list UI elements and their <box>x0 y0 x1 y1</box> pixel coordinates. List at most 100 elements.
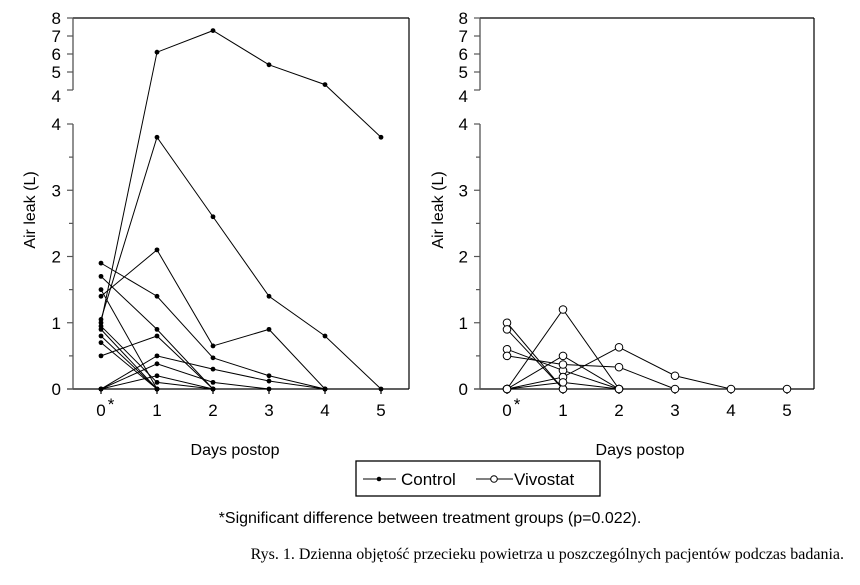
data-point-patient-4 <box>614 362 624 372</box>
y-tick-label-lower: 2 <box>459 248 468 267</box>
series-line-patient-12 <box>100 335 158 390</box>
data-point-patient-10 <box>98 287 104 293</box>
significance-asterisk: * <box>514 395 521 414</box>
x-tick-label: 3 <box>264 401 273 420</box>
data-point-patient-4 <box>154 293 160 299</box>
x-tick-label: 1 <box>558 401 567 420</box>
data-point-patient-7 <box>614 342 624 352</box>
legend-vivostat-marker <box>490 475 498 483</box>
data-point-patient-5 <box>558 305 568 314</box>
x-tick-label: 5 <box>376 401 385 420</box>
data-point-patient-7 <box>726 384 736 394</box>
data-point-patient-6 <box>210 379 216 385</box>
series-line-patient-14 <box>100 329 158 390</box>
y-tick-label-lower: 3 <box>52 181 61 200</box>
data-point-patient-4 <box>558 360 568 369</box>
data-point-patient-7 <box>154 326 160 332</box>
data-point-patient-5 <box>154 353 160 359</box>
series-line-patient-2 <box>100 136 382 390</box>
data-point-patient-2 <box>98 317 104 322</box>
data-point-patient-9 <box>98 386 104 392</box>
data-point-patient-4 <box>670 384 680 394</box>
data-point-patient-4 <box>502 351 512 361</box>
figure-caption: Rys. 1. Dzienna objętość przecieku powie… <box>250 546 844 563</box>
data-point-patient-1 <box>98 320 104 326</box>
y-tick-label-lower: 0 <box>459 380 468 399</box>
data-point-patient-1 <box>154 49 160 55</box>
data-point-patient-2 <box>154 134 160 140</box>
x-tick-label: 1 <box>152 401 161 420</box>
y-tick-label-upper: 6 <box>459 45 468 64</box>
data-point-patient-8 <box>98 353 104 359</box>
significance-footnote: *Significant difference between treatmen… <box>218 510 642 527</box>
data-point-patient-12 <box>98 333 104 339</box>
series-line-patient-1 <box>100 30 382 323</box>
data-point-patient-2 <box>210 214 216 220</box>
data-point-patient-5 <box>266 378 272 384</box>
data-point-patient-8 <box>614 384 624 394</box>
y-tick-label-lower: 4 <box>52 115 61 134</box>
data-point-patient-7 <box>670 371 680 381</box>
x-axis-title: Days postop <box>596 442 685 459</box>
y-tick-label-lower: 2 <box>52 248 61 267</box>
data-point-patient-8 <box>154 333 160 339</box>
y-tick-label-lower: 1 <box>459 314 468 333</box>
data-point-patient-2 <box>266 293 272 299</box>
series-line-patient-7 <box>100 276 214 390</box>
data-point-patient-1 <box>322 82 328 87</box>
y-tick-label-upper: 5 <box>459 63 468 82</box>
data-point-patient-2 <box>378 386 384 392</box>
y-tick-label-upper: 7 <box>459 27 468 46</box>
y-tick-label-upper: 4 <box>52 87 61 106</box>
data-point-patient-2 <box>502 325 512 334</box>
series-line-patient-13 <box>100 342 158 390</box>
y-tick-label-lower: 0 <box>52 380 61 399</box>
y-tick-label-lower: 3 <box>459 181 468 200</box>
significance-asterisk: * <box>108 395 115 414</box>
data-point-patient-6 <box>266 386 272 392</box>
y-tick-label-upper: 8 <box>459 9 468 28</box>
series-line-patient-1 <box>506 322 564 390</box>
x-tick-label: 4 <box>320 401 329 420</box>
data-point-patient-11 <box>98 323 104 329</box>
series-line-patient-4 <box>506 355 676 390</box>
data-point-patient-9 <box>154 373 160 379</box>
x-tick-label: 3 <box>670 401 679 420</box>
data-point-patient-3 <box>266 326 272 332</box>
data-point-patient-1 <box>266 62 272 68</box>
data-point-patient-3 <box>98 293 104 299</box>
data-point-patient-7 <box>98 273 104 279</box>
x-tick-label: 5 <box>782 401 791 420</box>
data-point-patient-6 <box>322 386 328 392</box>
y-tick-label-upper: 7 <box>52 27 61 46</box>
data-point-patient-5 <box>210 366 216 372</box>
data-point-patient-11 <box>210 386 216 392</box>
y-axis-title: Air leak (L) <box>430 171 447 248</box>
data-point-patient-4 <box>210 355 216 361</box>
x-tick-label: 4 <box>726 401 735 420</box>
y-tick-label-upper: 4 <box>459 87 468 106</box>
data-point-patient-4 <box>266 373 272 379</box>
y-axis-title: Air leak (L) <box>22 171 39 248</box>
data-point-patient-14 <box>154 386 160 392</box>
data-point-patient-8 <box>502 384 512 394</box>
data-point-patient-3 <box>154 247 160 253</box>
y-tick-label-lower: 4 <box>459 115 468 134</box>
y-tick-label-upper: 8 <box>52 9 61 28</box>
data-point-patient-6 <box>558 351 568 361</box>
data-point-patient-1 <box>378 134 384 140</box>
data-point-patient-8 <box>558 378 568 387</box>
data-point-patient-2 <box>322 333 328 339</box>
legend-control-marker <box>376 476 382 482</box>
data-point-patient-13 <box>98 340 104 346</box>
data-point-patient-9 <box>782 384 792 394</box>
legend-control-label: Control <box>401 470 456 489</box>
x-tick-label: 2 <box>208 401 217 420</box>
x-tick-label: 0 <box>96 401 105 420</box>
legend: Control Vivostat <box>355 460 601 497</box>
y-tick-label-upper: 6 <box>52 45 61 64</box>
data-point-patient-11 <box>154 379 160 385</box>
